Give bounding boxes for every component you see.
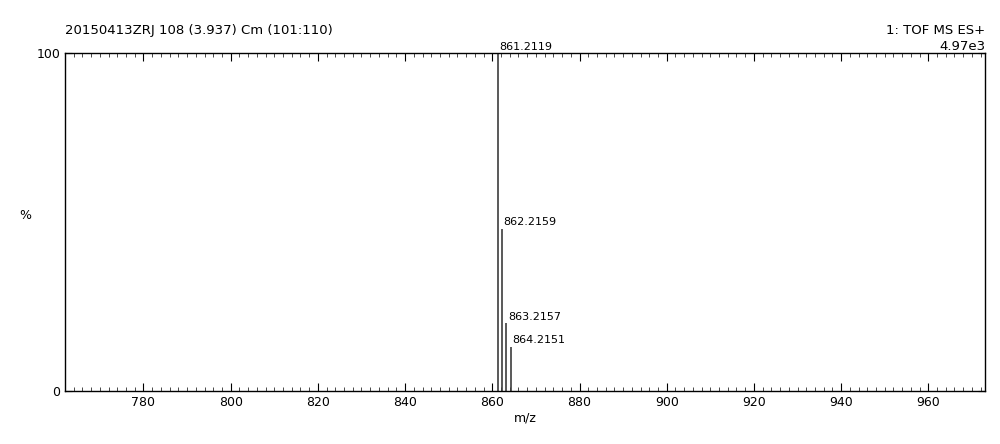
- Text: 863.2157: 863.2157: [508, 312, 561, 321]
- Text: 862.2159: 862.2159: [504, 217, 557, 227]
- Text: 861.2119: 861.2119: [499, 42, 552, 52]
- Text: 1: TOF MS ES+: 1: TOF MS ES+: [886, 24, 985, 37]
- X-axis label: m/z: m/z: [514, 411, 536, 424]
- Text: 4.97e3: 4.97e3: [939, 40, 985, 53]
- Text: 20150413ZRJ 108 (3.937) Cm (101:110): 20150413ZRJ 108 (3.937) Cm (101:110): [65, 24, 333, 37]
- Y-axis label: %: %: [19, 209, 31, 222]
- Text: 864.2151: 864.2151: [512, 335, 565, 345]
